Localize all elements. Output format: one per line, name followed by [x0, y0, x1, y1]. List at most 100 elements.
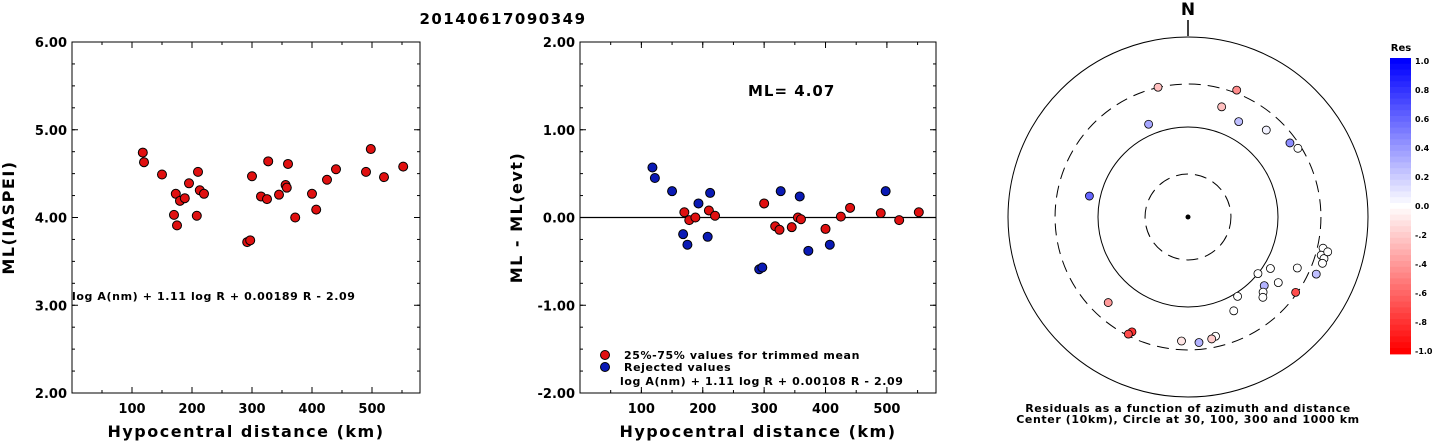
y-tick-label: 3.00: [35, 299, 67, 314]
station-marker: [1291, 287, 1301, 297]
station-markers: [1085, 82, 1333, 347]
colorbar-cell: [1390, 220, 1411, 227]
data-point-all: [331, 164, 341, 175]
data-point-all: [263, 156, 274, 167]
residual-colorbar: Res 1.0 0.8 0.6 0.4 0.2 0.0 -.2 -.4 -.6 -.8 -1.0: [1390, 43, 1433, 356]
station-marker: [1234, 117, 1244, 127]
x-tick-label: 300: [238, 402, 265, 417]
x-axis-label: Hypocentral distance (km): [619, 422, 896, 441]
data-point-all: [307, 188, 317, 199]
data-point-all: [199, 188, 209, 199]
data-point-trimmed: [913, 207, 924, 218]
colorbar-cell: [1390, 278, 1411, 285]
distance-rings: [1007, 36, 1369, 398]
y-tick-label: -2.00: [538, 387, 575, 402]
colorbar-cell: [1390, 336, 1411, 343]
data-point-all: [245, 235, 256, 246]
colorbar-tick-label: 0.6: [1415, 115, 1430, 124]
colorbar-cell: [1390, 203, 1411, 210]
colorbar-ticks: 1.0 0.8 0.6 0.4 0.2 0.0 -.2 -.4 -.6 -.8 -1.0: [1415, 57, 1433, 356]
station-marker: [1085, 191, 1094, 201]
station-marker: [1258, 292, 1268, 302]
x-tick-label: 400: [812, 402, 839, 417]
colorbar-cell: [1390, 197, 1411, 204]
data-point-rejected: [667, 186, 678, 197]
colorbar-tick-label: -.2: [1415, 231, 1427, 240]
data-point-all: [365, 144, 376, 155]
colorbar-cell: [1390, 185, 1411, 192]
data-point-all: [281, 182, 292, 193]
data-point-rejected: [775, 186, 786, 197]
data-point-all: [247, 171, 257, 182]
colorbar-cell: [1390, 307, 1411, 314]
station-marker: [1293, 143, 1303, 153]
station-marker: [1253, 269, 1263, 279]
colorbar-cell: [1390, 272, 1411, 279]
colorbar-cell: [1390, 162, 1411, 169]
data-point-rejected: [705, 187, 716, 198]
data-point-all: [157, 169, 167, 180]
data-point-rejected: [693, 198, 704, 209]
y-tick-label: 6.00: [35, 36, 67, 51]
data-point-all: [262, 194, 272, 205]
colorbar-cell: [1390, 261, 1411, 268]
y-tick-label: -1.00: [538, 299, 575, 314]
colorbar-cell: [1390, 191, 1411, 198]
data-point-all: [169, 209, 179, 220]
station-marker: [1292, 263, 1302, 273]
legend: 25%-75% values for trimmed mean Rejected…: [600, 349, 859, 374]
colorbar-cell: [1390, 150, 1411, 158]
station-marker: [1207, 334, 1217, 344]
map-caption-line1: Residuals as a function of azimuth and d…: [1025, 402, 1351, 415]
data-point-all: [184, 178, 194, 189]
colorbar-cell: [1390, 319, 1411, 326]
colorbar-cell: [1390, 255, 1411, 262]
colorbar-tick-label: -.6: [1415, 289, 1427, 298]
distance-ring-30km: [1144, 173, 1232, 261]
x-tick-label: 300: [751, 402, 778, 417]
colorbar-tick-label: -1.0: [1415, 347, 1433, 356]
residual-vs-distance-chart: 100 200 300 400 500 -2.00 -1.00 0.00 1.00 2.00 ML…: [507, 36, 937, 441]
colorbar-cell: [1390, 243, 1411, 250]
distance-ring-1000km: [1007, 36, 1369, 398]
station-marker: [1266, 264, 1275, 273]
y-tick-label: 5.00: [35, 124, 67, 139]
x-tick-label: 500: [873, 402, 900, 417]
epicenter-marker: [1185, 214, 1191, 220]
colorbar-cell: [1390, 98, 1411, 105]
data-point-all: [361, 166, 371, 177]
x-tick-label: 100: [628, 402, 655, 417]
station-marker: [1318, 258, 1327, 268]
formula-label: log A(nm) + 1.11 log R + 0.00189 R - 2.0…: [72, 290, 355, 303]
station-marker: [1144, 119, 1154, 129]
station-marker: [1194, 338, 1204, 347]
station-marker: [1323, 247, 1333, 257]
colorbar-cell: [1390, 284, 1411, 291]
data-point-trimmed: [786, 222, 797, 233]
data-points: [647, 162, 924, 275]
colorbar-cell: [1390, 342, 1411, 349]
data-point-rejected: [880, 186, 891, 197]
data-point-all: [179, 193, 190, 204]
data-point-all: [191, 210, 202, 221]
data-point-all: [283, 158, 293, 169]
colorbar-cell: [1390, 116, 1411, 123]
data-point-all: [274, 189, 284, 200]
data-point-all: [398, 161, 409, 172]
colorbar-cell: [1390, 145, 1411, 152]
data-point-rejected: [649, 173, 660, 184]
data-point-all: [137, 147, 148, 158]
colorbar-tick-label: 0.0: [1415, 202, 1430, 211]
distance-ring-100km: [1097, 126, 1279, 308]
colorbar-cell: [1390, 266, 1411, 274]
data-point-rejected: [702, 231, 713, 242]
colorbar-cell: [1390, 174, 1411, 181]
colorbar-cell: [1390, 295, 1411, 303]
data-point-trimmed: [710, 210, 721, 221]
x-axis-label: Hypocentral distance (km): [107, 422, 384, 441]
colorbar-cell: [1390, 104, 1411, 111]
colorbar-cell: [1390, 313, 1411, 320]
data-point-all: [193, 166, 203, 177]
y-tick-label: 0.00: [543, 212, 575, 227]
